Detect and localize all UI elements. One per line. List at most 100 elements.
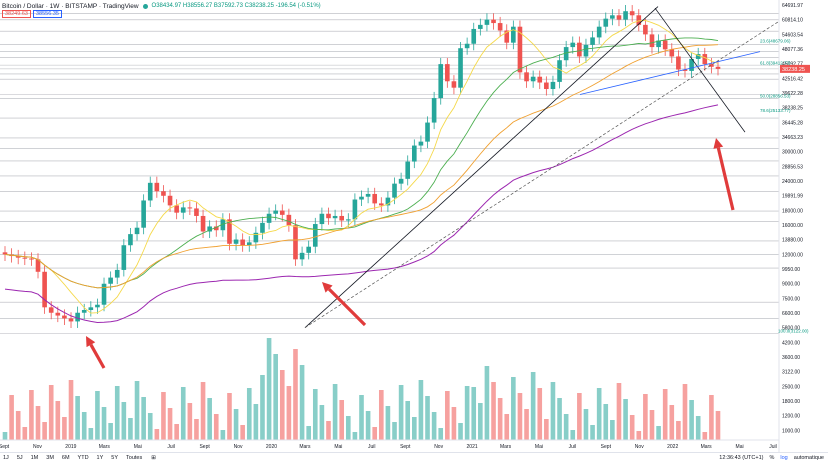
range-button-5y[interactable]: 5Y [111,454,119,461]
volume-bar [583,409,589,440]
volume-bar [128,418,133,440]
range-button-3m[interactable]: 3M [46,454,54,461]
volume-bar [312,389,318,440]
volume-bar [134,381,140,440]
current-price-tag [780,64,810,73]
candle-body [649,34,655,48]
volume-bar [524,409,529,440]
candle-body [161,191,166,196]
candle-body [623,11,628,20]
candle-body [438,64,444,99]
range-button-ytd[interactable]: YTD [77,454,89,461]
candle-body [141,200,146,228]
price-tick-label: 1200.00 [782,414,800,420]
volume-bar [359,395,364,440]
buy-price-box[interactable]: 38556.35 [33,10,62,18]
volume-bar [669,405,675,440]
volume-bar [557,398,562,440]
time-tick-label: Mars [99,444,111,450]
candle-body [471,28,477,44]
volume-bar [22,427,28,440]
time-tick-label: Mars [500,444,512,450]
range-button-1m[interactable]: 1M [30,454,39,461]
candle-body [213,226,219,231]
volume-bar [603,404,609,440]
log-toggle[interactable]: log [780,454,788,461]
auto-scale-toggle[interactable]: automatique [793,454,824,461]
volume-bar [108,423,113,440]
volume-bar [319,405,325,440]
volume-bar [689,400,694,440]
candle-body [35,259,41,272]
volume-bar [418,380,424,440]
candle-body [577,42,582,57]
volume-bar [114,386,120,440]
time-tick-label: Juil [167,444,175,450]
volume-bar [649,410,655,440]
candle-body [81,309,87,313]
chart-header: Bitcoin / Dollar · 1W · BITSTAMP · Tradi… [2,1,321,11]
price-tick-label: 16000.00 [782,223,803,229]
range-button-5j[interactable]: 5J [16,454,23,461]
range-button-6m[interactable]: 6M [61,454,70,461]
volume-bar [596,388,602,440]
time-tick-label: Sept [601,444,612,450]
candle-body [220,219,226,231]
volume-bar [610,420,615,440]
candle-body [682,69,688,71]
volume-bar [35,406,41,440]
price-tick-label: 64691.97 [782,3,803,9]
volume-bar [293,349,298,440]
volume-bar [253,404,259,440]
volume-bar [207,398,212,440]
range-button-1j[interactable]: 1J [3,454,9,461]
volume-bar [154,429,160,440]
volume-bar [2,432,8,440]
price-tick-label: 6600.00 [782,311,800,317]
volume-bar [478,403,483,440]
candle-body [497,23,503,31]
range-button-toutes[interactable]: Toutes [126,454,143,461]
candle-body [273,210,278,214]
volume-bar [570,430,576,440]
volume-bar [464,386,470,440]
candle-body [484,19,490,25]
current-price-label: 38238.25 [782,67,805,73]
candle-body [187,207,193,209]
sell-price-box[interactable]: 38249.63 [2,10,31,18]
candle-body [570,42,576,48]
price-tick-label: 36445.28 [782,120,803,126]
volume-bar [590,425,595,440]
price-tick-label: 12000.00 [782,252,803,258]
fib-label: 78.6(25133.77) [760,108,791,113]
calendar-icon[interactable]: ⊞ [151,454,156,461]
candle-body [365,193,371,197]
price-chart[interactable]: 64691.97 60814.10 54603.54 48077.36 45092.77… [0,0,828,452]
volume-bar [286,386,292,440]
time-tick-label: Nov [635,444,644,450]
symbol-title[interactable]: Bitcoin / Dollar · 1W · BITSTAMP · Tradi… [2,2,139,10]
volume-bar [643,394,648,440]
candle-body [48,307,54,313]
candle-body [596,26,602,38]
candle-body [464,43,470,49]
price-tick-label: 7500.00 [782,296,800,302]
volume-bar [491,382,496,440]
volume-bar [425,396,430,440]
range-button-1y[interactable]: 1Y [96,454,104,461]
percent-toggle[interactable]: % [769,454,775,461]
price-tick-label: 4200.00 [782,340,800,346]
time-tick-label: Mai [535,444,543,450]
time-tick-label: Nov [234,444,243,450]
volume-bar [161,392,166,440]
candle-body [689,58,694,71]
price-tick-label: 34663.23 [782,135,803,141]
candle-body [590,37,595,45]
price-tick-label: 39622.28 [782,91,803,97]
volume-bar [471,387,477,440]
volume-bar [279,370,285,440]
candle-body [550,81,556,90]
candle-body [392,183,397,198]
candle-body [378,203,384,206]
time-tick-label: 2021 [467,444,478,450]
